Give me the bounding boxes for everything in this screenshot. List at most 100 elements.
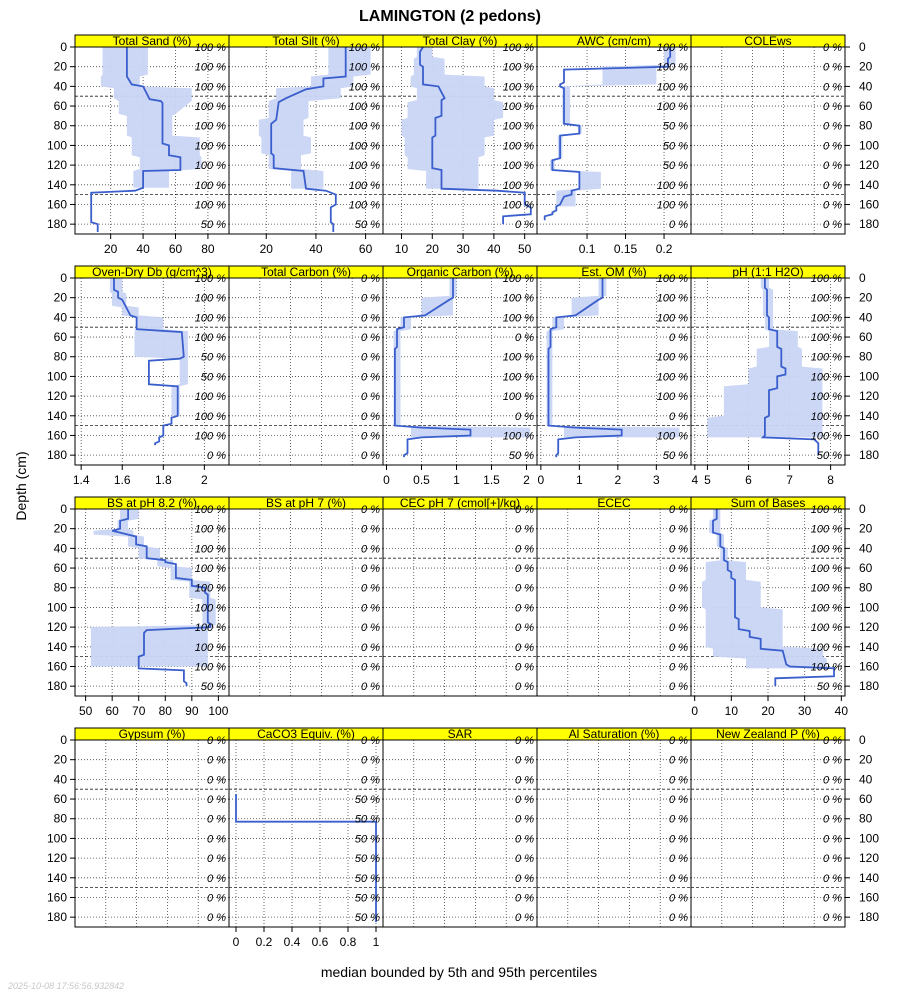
timestamp: 2025-10-08 17:56:56.932842 [7, 981, 124, 991]
panel-strip-label: Total Sand (%) [113, 34, 192, 48]
percent-label: 100 % [657, 180, 688, 192]
x-tick-label: 2 [201, 473, 208, 487]
percent-label: 0 % [515, 794, 534, 806]
percent-label: 50 % [663, 160, 688, 172]
percent-label: 0 % [669, 681, 688, 693]
percent-label: 0 % [361, 450, 380, 462]
percent-label: 100 % [503, 430, 534, 442]
percent-label: 0 % [515, 219, 534, 231]
percent-label: 100 % [811, 352, 842, 364]
percent-label: 100 % [349, 180, 380, 192]
percent-label: 0 % [823, 794, 842, 806]
y-tick-label-right: 140 [859, 640, 879, 654]
percent-label: 0 % [823, 912, 842, 924]
percent-label: 0 % [361, 661, 380, 673]
y-tick-label-right: 20 [859, 291, 873, 305]
y-tick-label-left: 140 [47, 871, 67, 885]
y-tick-label-left: 40 [54, 772, 68, 786]
percent-label: 0 % [207, 814, 226, 826]
x-tick-label: 0.2 [656, 242, 673, 256]
x-tick-label: 0.15 [614, 242, 638, 256]
x-tick-label: 0.8 [340, 935, 357, 949]
y-tick-label-right: 0 [859, 502, 866, 516]
y-tick-label-left: 120 [47, 389, 67, 403]
percent-label: 100 % [657, 430, 688, 442]
percent-label: 50 % [663, 140, 688, 152]
x-tick-label: 1 [373, 935, 380, 949]
x-tick-label: 4 [692, 473, 699, 487]
x-tick-label: 1.4 [73, 473, 90, 487]
y-tick-label-right: 180 [859, 679, 879, 693]
percent-label: 100 % [811, 543, 842, 555]
percent-label: 0 % [823, 62, 842, 74]
x-tick-label: 40 [136, 242, 150, 256]
percent-label: 0 % [823, 121, 842, 133]
y-tick-label-right: 40 [859, 772, 873, 786]
percentile-band [258, 47, 371, 189]
percent-label: 0 % [669, 543, 688, 555]
percent-label: 100 % [195, 602, 226, 614]
x-tick-label: 1.6 [114, 473, 131, 487]
percent-label: 0 % [361, 430, 380, 442]
percent-label: 50 % [663, 121, 688, 133]
percentile-band [707, 278, 823, 438]
panel-strip-label: Gypsum (%) [119, 727, 186, 741]
panel-strip-label: pH (1:1 H2O) [732, 265, 803, 279]
percent-label: 0 % [207, 755, 226, 767]
percent-label: 0 % [823, 735, 842, 747]
y-tick-label-right: 140 [859, 409, 879, 423]
percent-label: 0 % [515, 411, 534, 423]
percent-label: 0 % [515, 774, 534, 786]
percent-label: 0 % [515, 563, 534, 575]
x-tick-label: 50 [518, 242, 532, 256]
percent-label: 100 % [657, 42, 688, 54]
panel-border [228, 277, 384, 466]
percentile-band [550, 47, 676, 207]
y-tick-label-right: 20 [859, 753, 873, 767]
percent-label: 100 % [503, 180, 534, 192]
percent-label: 0 % [669, 622, 688, 634]
percent-label: 0 % [207, 794, 226, 806]
percent-label: 0 % [823, 101, 842, 113]
y-tick-label-right: 0 [859, 271, 866, 285]
percent-label: 100 % [503, 81, 534, 93]
percent-label: 0 % [515, 873, 534, 885]
percent-label: 0 % [669, 602, 688, 614]
panel-est-om: Est. OM (%) 100 %100 %100 %0 %100 %100 %1… [536, 265, 699, 487]
x-tick-label: 1 [576, 473, 583, 487]
percent-label: 0 % [823, 180, 842, 192]
percent-label: 50 % [817, 450, 842, 462]
percent-label: 0 % [515, 524, 534, 536]
percent-label: 0 % [515, 602, 534, 614]
percent-label: 100 % [349, 42, 380, 54]
percent-label: 0 % [361, 312, 380, 324]
panel-strip-label: CEC pH 7 (cmol[+]/kg) [400, 496, 520, 510]
panel-organic-carbon: Organic Carbon (%)100 %100 %100 %0 %100 … [382, 265, 538, 487]
y-tick-label-left: 180 [47, 679, 67, 693]
panel-cec-ph-7-cmol-kg: CEC pH 7 (cmol[+]/kg)0 %0 %0 %0 %0 %0 %0… [382, 496, 538, 697]
panel-border [536, 739, 692, 928]
y-tick-label-left: 40 [54, 541, 68, 555]
percent-label: 0 % [361, 774, 380, 786]
percent-label: 100 % [657, 199, 688, 211]
percent-label: 0 % [823, 160, 842, 172]
x-tick-label: 60 [359, 242, 373, 256]
percent-label: 100 % [349, 160, 380, 172]
percent-label: 100 % [195, 140, 226, 152]
percent-label: 100 % [811, 312, 842, 324]
percent-label: 0 % [361, 332, 380, 344]
x-tick-label: 3 [653, 473, 660, 487]
percent-label: 100 % [503, 199, 534, 211]
x-tick-label: 80 [201, 242, 215, 256]
percent-label: 0 % [823, 853, 842, 865]
percent-label: 0 % [669, 504, 688, 516]
x-tick-label: 30 [798, 704, 812, 718]
percent-label: 0 % [361, 411, 380, 423]
percent-label: 100 % [195, 583, 226, 595]
y-tick-label-left: 40 [54, 79, 68, 93]
panel-strip-label: BS at pH 7 (%) [266, 496, 346, 510]
y-tick-label-right: 160 [859, 659, 879, 673]
panel-ph-1-1-h2o: pH (1:1 H2O) 100 % 100 % 100 % 100 % 100 % 100… [690, 265, 846, 487]
x-tick-label: 10 [725, 704, 739, 718]
